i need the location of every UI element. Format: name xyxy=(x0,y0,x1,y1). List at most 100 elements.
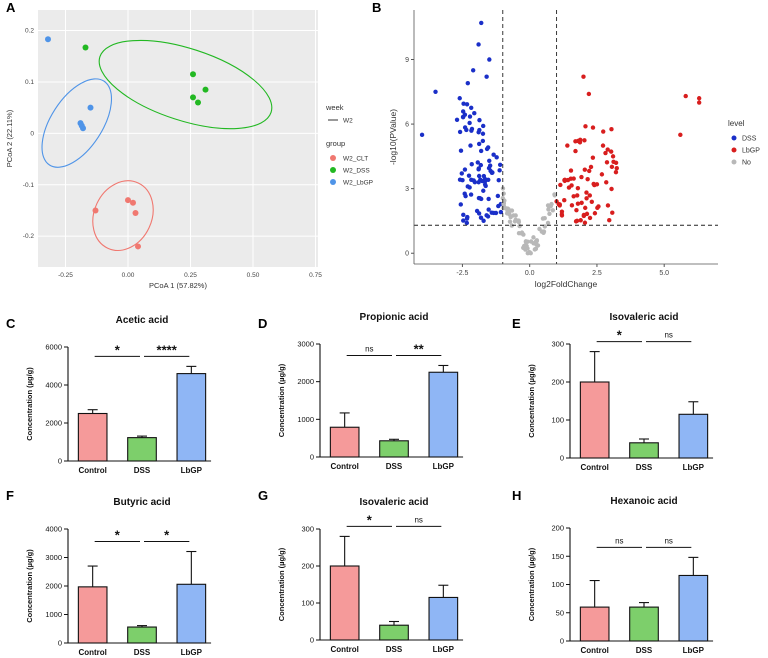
pcoa-legend-group-title: group xyxy=(326,139,345,148)
bar-control xyxy=(77,412,108,462)
volcano-point-dss xyxy=(472,111,477,116)
bar-lbgp xyxy=(678,574,709,642)
bar-control xyxy=(329,565,360,641)
bar-dss xyxy=(379,440,409,458)
volcano-panel: -2.5 0.0 2.5 5.0 0 3 6 9 log2FoldChange -log10(PV… xyxy=(388,10,760,289)
significance-label: ns xyxy=(664,331,672,340)
volcano-point-no xyxy=(509,223,514,228)
volcano-point-lbgp xyxy=(589,199,595,204)
volcano-point-lbgp xyxy=(581,74,586,79)
pcoa-point xyxy=(195,99,201,106)
bar-category-label: LbGP xyxy=(433,462,455,471)
volcano-point-lbgp xyxy=(574,218,580,224)
bar-y-tick-label: 3000 xyxy=(45,553,62,562)
volcano-y-tick-label: 0 xyxy=(405,251,409,258)
bar-y-tick-label: 200 xyxy=(551,524,564,533)
volcano-point-dss xyxy=(461,101,466,106)
volcano-point-no xyxy=(532,247,538,252)
bar-panel-d: Propionic acid 0 1000 2000 3000 Concentration… xyxy=(277,312,464,471)
volcano-x-axis-label: log2FoldChange xyxy=(535,279,598,289)
bar-category-label: DSS xyxy=(134,466,151,475)
volcano-point-lbgp xyxy=(607,218,612,223)
volcano-point-dss xyxy=(464,220,470,226)
volcano-point-lbgp xyxy=(683,93,688,99)
volcano-point-dss xyxy=(484,213,489,218)
bar-y-axis-label: Concentration (µg/g) xyxy=(277,547,286,621)
bar-y-tick-label: 0 xyxy=(560,637,564,646)
volcano-point-lbgp xyxy=(586,91,592,97)
bar-chart-title: Butyric acid xyxy=(113,497,170,508)
pcoa-x-tick-label: 0.50 xyxy=(247,272,260,279)
volcano-point-lbgp xyxy=(584,211,590,217)
volcano-point-lbgp xyxy=(614,165,619,171)
volcano-point-lbgp xyxy=(588,164,594,170)
volcano-point-no xyxy=(531,235,536,240)
volcano-point-lbgp xyxy=(613,160,619,165)
bar-y-tick-label: 3000 xyxy=(297,340,314,349)
volcano-point-dss xyxy=(480,178,485,184)
bar-y-tick-label: 0 xyxy=(310,636,314,645)
bar-y-tick-label: 2000 xyxy=(45,419,62,428)
volcano-point-lbgp xyxy=(585,176,590,182)
volcano-x-tick-label: -2.5 xyxy=(456,270,468,277)
pcoa-point xyxy=(92,207,99,214)
volcano-point-dss xyxy=(467,114,473,119)
volcano-y-tick-label: 3 xyxy=(405,186,409,193)
bar-y-tick-label: 150 xyxy=(551,552,564,561)
volcano-point-dss xyxy=(481,188,486,193)
volcano-point-dss xyxy=(478,162,484,168)
volcano-point-lbgp xyxy=(583,124,588,129)
volcano-point-no xyxy=(540,216,546,221)
significance-label: ns xyxy=(365,344,373,353)
volcano-point-no xyxy=(512,219,518,224)
bar-category-label: DSS xyxy=(636,463,653,472)
volcano-point-lbgp xyxy=(575,201,581,206)
volcano-legend-marker xyxy=(731,159,737,165)
bar-dss xyxy=(379,624,409,641)
volcano-point-lbgp xyxy=(609,127,614,132)
panel-letter-a: A xyxy=(6,0,16,15)
volcano-point-dss xyxy=(486,196,491,202)
volcano-point-dss xyxy=(464,102,470,107)
volcano-point-dss xyxy=(480,123,486,129)
bar-y-tick-label: 300 xyxy=(551,340,564,349)
bar-chart-title: Isovaleric acid xyxy=(360,497,429,508)
pcoa-x-tick-label: 0.25 xyxy=(184,272,197,279)
volcano-point-no xyxy=(509,208,515,213)
volcano-point-lbgp xyxy=(599,172,605,177)
volcano-point-dss xyxy=(479,20,484,26)
bar-y-tick-label: 200 xyxy=(301,562,314,571)
pcoa-point xyxy=(82,44,89,51)
bar-y-tick-label: 2000 xyxy=(297,377,314,386)
volcano-point-lbgp xyxy=(575,193,580,198)
volcano-point-dss xyxy=(461,212,466,218)
bar-dss xyxy=(629,606,659,642)
volcano-point-dss xyxy=(481,218,486,223)
pcoa-legend-item: W2_LbGP xyxy=(343,180,373,187)
pcoa-legend-marker xyxy=(330,167,336,173)
volcano-point-lbgp xyxy=(587,215,593,221)
volcano-point-lbgp xyxy=(571,176,576,181)
volcano-point-dss xyxy=(476,42,481,47)
volcano-point-lbgp xyxy=(696,100,702,105)
panel-letter-f: F xyxy=(6,488,14,503)
bar-y-tick-label: 300 xyxy=(301,525,314,534)
volcano-point-lbgp xyxy=(596,204,601,209)
volcano-point-dss xyxy=(469,162,474,167)
volcano-point-dss xyxy=(460,178,465,183)
volcano-y-tick-label: 9 xyxy=(405,57,409,64)
bar-panel-f: Butyric acid 0 1000 2000 3000 4000 Concentrati… xyxy=(25,497,212,657)
volcano-point-dss xyxy=(469,177,474,182)
volcano-point-lbgp xyxy=(579,200,584,206)
significance-label: * xyxy=(164,528,170,543)
bar-category-label: LbGP xyxy=(683,463,705,472)
volcano-point-no xyxy=(547,211,552,216)
volcano-point-dss xyxy=(469,105,474,111)
bar-category-label: Control xyxy=(330,645,358,654)
volcano-x-tick-label: 5.0 xyxy=(659,270,669,277)
volcano-point-dss xyxy=(477,127,482,133)
volcano-point-dss xyxy=(467,120,472,126)
panel-letter-c: C xyxy=(6,316,16,331)
panel-letter-e: E xyxy=(512,316,521,331)
